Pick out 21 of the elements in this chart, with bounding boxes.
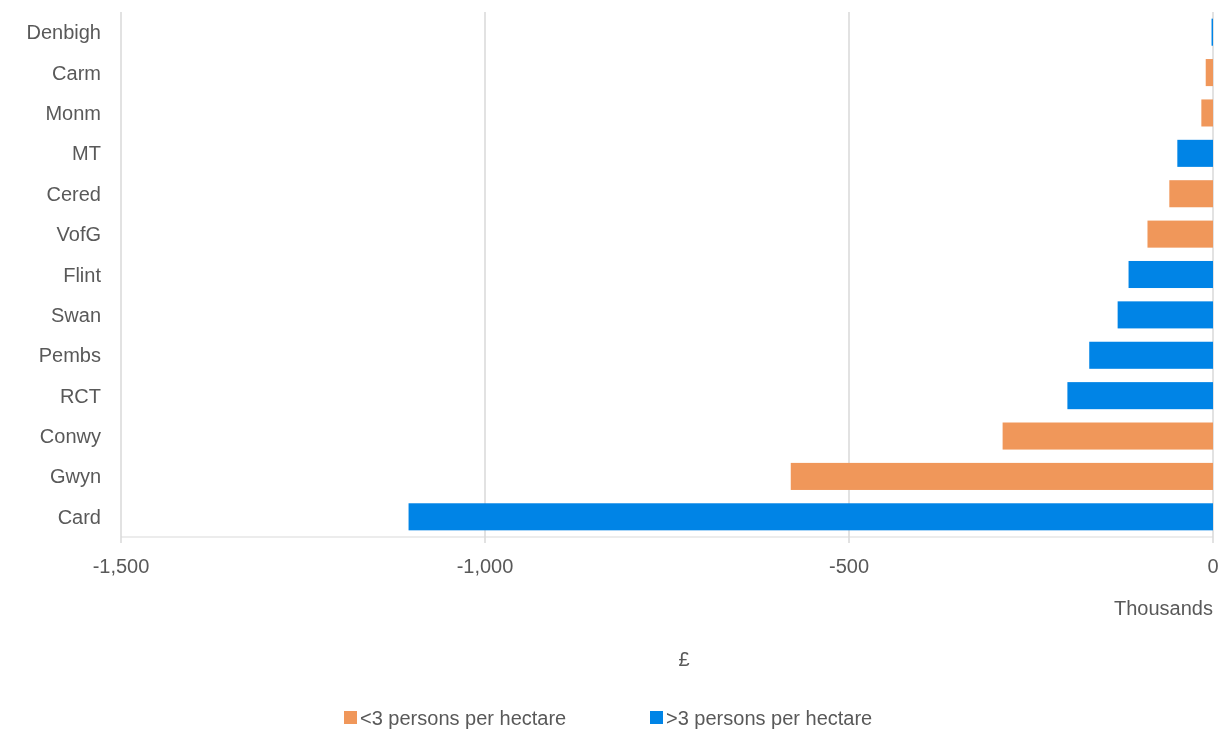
y-tick-label: Carm xyxy=(52,61,101,84)
y-tick-label: Conwy xyxy=(39,425,101,448)
y-tick-label: Denbigh xyxy=(26,21,101,44)
legend-label: <3 persons per hectare xyxy=(360,707,567,729)
legend-label: >3 persons per hectare xyxy=(666,707,873,729)
y-tick-label: Swan xyxy=(50,303,101,326)
y-tick-label: Pembs xyxy=(38,344,101,367)
text: Thousands xyxy=(1114,597,1213,619)
y-tick-label: Monm xyxy=(45,101,101,124)
y-tick-label: RCT xyxy=(59,384,101,407)
x-tick-label: -1,000 xyxy=(456,555,514,577)
y-tick-label: Flint xyxy=(63,263,102,286)
x-tick-label: -1,500 xyxy=(92,555,150,577)
y-tick-label: Cered xyxy=(46,182,101,205)
y-tick-label: Gwyn xyxy=(49,465,101,488)
x-tick-label: 0 xyxy=(1207,555,1219,577)
x-tick-label: -500 xyxy=(828,555,870,577)
y-tick-label: Card xyxy=(57,505,101,528)
x-axis-title: £ xyxy=(678,648,690,670)
y-tick-label: VofG xyxy=(56,223,101,246)
y-tick-label: MT xyxy=(72,142,101,165)
